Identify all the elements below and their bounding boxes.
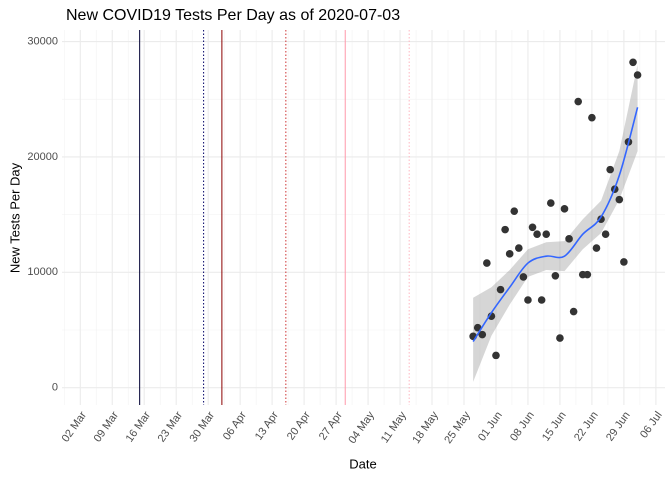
data-point bbox=[551, 271, 560, 280]
y-tick-label: 20000 bbox=[27, 151, 58, 163]
y-tick-label: 10000 bbox=[27, 266, 58, 278]
x-tick-label: 15 Jun bbox=[540, 410, 569, 444]
data-point bbox=[601, 230, 610, 239]
data-point bbox=[615, 195, 624, 204]
data-point bbox=[524, 296, 532, 304]
x-tick-label: 06 Apr bbox=[221, 409, 249, 442]
data-point bbox=[588, 113, 596, 122]
data-point bbox=[633, 71, 642, 79]
data-point bbox=[478, 330, 487, 339]
x-tick-label: 20 Apr bbox=[285, 409, 313, 442]
x-tick-label: 27 Apr bbox=[317, 409, 345, 442]
data-point bbox=[560, 205, 569, 213]
data-point bbox=[492, 351, 500, 360]
data-point bbox=[592, 244, 601, 252]
y-tick-label: 0 bbox=[52, 382, 58, 394]
data-point bbox=[483, 259, 491, 267]
data-point bbox=[546, 199, 555, 207]
data-point bbox=[496, 285, 505, 294]
x-tick-label: 04 May bbox=[346, 409, 377, 446]
data-point bbox=[515, 244, 523, 252]
data-point bbox=[510, 207, 519, 215]
data-point bbox=[542, 230, 551, 239]
data-point bbox=[505, 250, 514, 258]
x-tick-label: 02 Mar bbox=[60, 409, 90, 444]
x-axis-label: Date bbox=[349, 456, 376, 471]
x-tick-label: 06 Jul bbox=[638, 410, 665, 441]
smooth-line bbox=[472, 107, 639, 342]
x-tick-label: 08 Jun bbox=[508, 410, 537, 444]
x-tick-label: 09 Mar bbox=[92, 409, 122, 444]
x-tick-label: 30 Mar bbox=[188, 409, 218, 444]
data-point bbox=[473, 323, 482, 332]
data-point bbox=[597, 215, 605, 224]
data-point bbox=[629, 58, 637, 67]
chart-title: New COVID19 Tests Per Day as of 2020-07-… bbox=[66, 7, 400, 24]
x-tick-label: 13 Apr bbox=[253, 409, 281, 442]
data-point bbox=[574, 97, 583, 106]
data-point bbox=[501, 225, 509, 234]
data-point bbox=[556, 334, 564, 342]
data-point bbox=[533, 230, 541, 239]
x-tick-label: 22 Jun bbox=[572, 410, 601, 444]
x-tick-label: 25 May bbox=[442, 409, 473, 446]
x-tick-label: 16 Mar bbox=[124, 409, 154, 444]
data-point bbox=[620, 258, 628, 266]
data-point bbox=[537, 296, 546, 304]
data-point bbox=[528, 223, 537, 232]
x-tick-label: 29 Jun bbox=[604, 410, 633, 444]
x-tick-label: 01 Jun bbox=[476, 410, 505, 444]
data-point bbox=[583, 270, 592, 279]
data-point bbox=[606, 165, 614, 174]
x-tick-label: 23 Mar bbox=[156, 409, 186, 444]
data-point bbox=[565, 235, 573, 243]
x-tick-label: 11 May bbox=[379, 409, 409, 445]
y-tick-label: 30000 bbox=[27, 35, 58, 47]
data-point bbox=[569, 307, 578, 316]
x-tick-label: 18 May bbox=[410, 409, 441, 446]
y-axis-label: New Tests Per Day bbox=[7, 162, 22, 273]
data-point bbox=[519, 273, 528, 281]
confidence-band bbox=[473, 64, 638, 382]
